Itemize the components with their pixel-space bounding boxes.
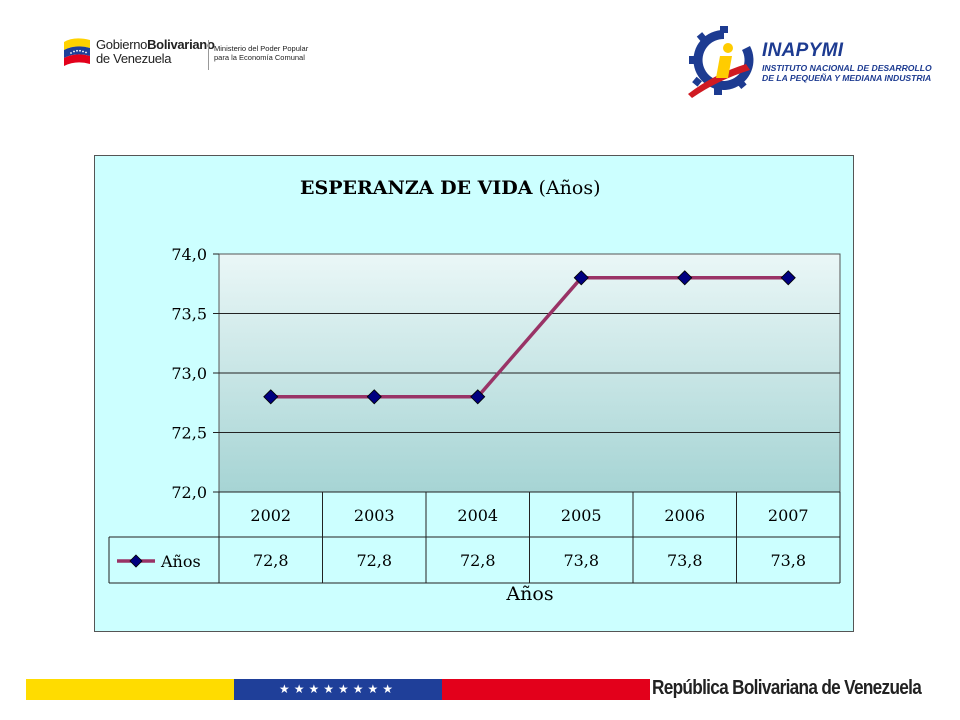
y-tick-label: 72,0 (171, 483, 207, 502)
inapymi-subtitle: INSTITUTO NACIONAL DE DESARROLLO DE LA P… (762, 63, 932, 83)
y-tick-label: 73,5 (171, 305, 207, 324)
data-label: 72,8 (253, 551, 289, 570)
data-point (780, 270, 796, 286)
x-tick-label: 2003 (354, 506, 395, 525)
series-line (270, 276, 789, 399)
x-tick-label: 2002 (250, 506, 291, 525)
data-point (677, 270, 693, 286)
data-point (366, 389, 382, 405)
gov-name: GobiernoBolivariano de Venezuela (96, 37, 215, 66)
x-tick-label: 2007 (768, 506, 809, 525)
data-point (470, 389, 486, 405)
x-axis-label: Años (505, 583, 553, 605)
data-point (573, 270, 589, 286)
data-label: 73,8 (770, 551, 806, 570)
footer-country-name: República Bolivariana de Venezuela (652, 677, 922, 699)
y-tick-label: 74,0 (171, 245, 207, 264)
data-label: 72,8 (460, 551, 496, 570)
gov-divider (208, 40, 209, 70)
x-tick-label: 2004 (457, 506, 498, 525)
data-point (263, 389, 279, 405)
data-label: 72,8 (356, 551, 392, 570)
y-tick-label: 72,5 (171, 424, 207, 443)
chart-frame: ESPERANZA DE VIDA (Años) 72,0 72,5 73,0 73,5… (94, 155, 854, 632)
footer-stars: ★★★★★★★★ (278, 682, 398, 696)
life-expectancy-chart: ESPERANZA DE VIDA (Años) 72,0 72,5 73,0 73,5… (108, 177, 841, 605)
data-label: 73,8 (667, 551, 703, 570)
footer-band-blue (234, 679, 442, 700)
gear-i-icon (688, 26, 754, 98)
legend-label: Años (160, 552, 201, 571)
x-tick-label: 2005 (561, 506, 602, 525)
footer-band-red (442, 679, 650, 700)
chart-title: ESPERANZA DE VIDA (Años) (300, 177, 601, 199)
gobierno-bolivariano-logo: GobiernoBolivariano de Venezuela Ministe… (62, 30, 312, 76)
y-tick-label: 73,0 (171, 364, 207, 383)
inapymi-logo: INAPYMI INSTITUTO NACIONAL DE DESARROLLO… (684, 26, 932, 100)
footer-band-yellow (26, 679, 234, 700)
gov-ministry: Ministerio del Poder Popular para la Eco… (214, 44, 309, 62)
data-label: 73,8 (563, 551, 599, 570)
x-tick-label: 2006 (664, 506, 705, 525)
inapymi-brand: INAPYMI (762, 40, 844, 61)
venezuela-flag-icon (64, 38, 90, 66)
legend-marker (129, 554, 143, 568)
